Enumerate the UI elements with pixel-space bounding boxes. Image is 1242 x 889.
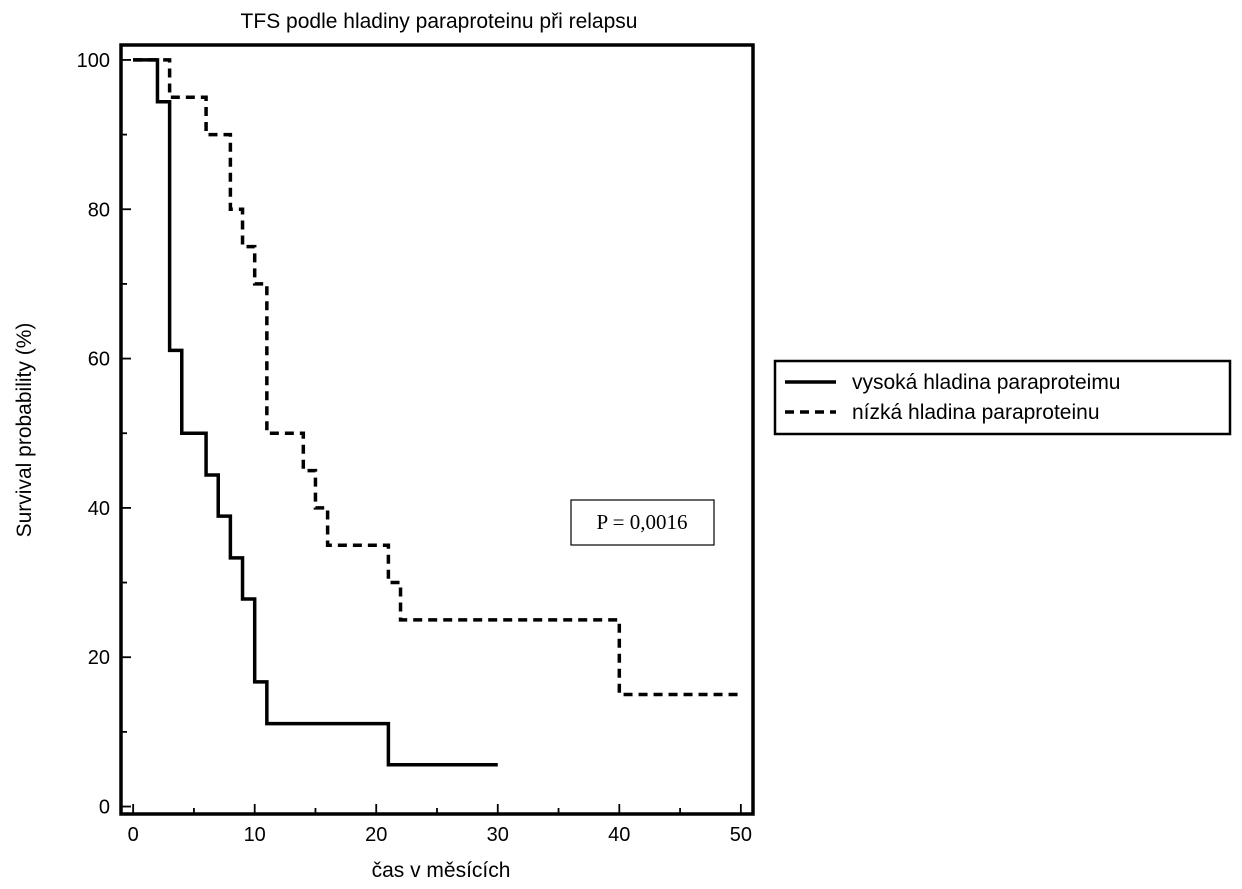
x-tick-label: 10 (244, 824, 266, 846)
x-tick-label: 0 (128, 824, 139, 846)
series-layer (133, 58, 741, 767)
plot-frame (119, 43, 755, 816)
y-tick-label: 0 (99, 797, 110, 819)
legend-frame (773, 359, 1232, 436)
x-tick-label: 50 (730, 824, 752, 846)
p-value-text: P = 0,0016 (597, 510, 688, 534)
x-tick-label: 40 (608, 824, 630, 846)
x-tick-label: 30 (487, 824, 509, 846)
x-tick-label: 20 (365, 824, 387, 846)
y-tick-label: 100 (77, 50, 110, 72)
p-value-box: P = 0,0016 (570, 499, 715, 546)
y-tick-label: 60 (88, 349, 110, 371)
y-axis: 0 20 40 60 80 100 (77, 50, 131, 819)
chart-title: TFS podle hladiny paraproteinu při relap… (241, 10, 638, 33)
y-tick-label: 40 (88, 498, 110, 520)
y-tick-label: 80 (88, 199, 110, 221)
p-value-frame (570, 499, 715, 546)
legend-label-solid: vysoká hladina paraproteimu (852, 371, 1121, 394)
legend: vysoká hladina paraproteimu nízká hladin… (773, 359, 1232, 436)
series-line-solid (133, 58, 498, 767)
series-line-dashed (133, 58, 741, 697)
y-axis-label: Survival probability (%) (13, 323, 36, 538)
legend-label-dashed: nízká hladina paraproteinu (852, 401, 1100, 424)
y-tick-label: 20 (88, 647, 110, 669)
x-axis: 0 10 20 30 40 50 (128, 804, 752, 846)
x-axis-label: čas v měsících (372, 859, 511, 882)
